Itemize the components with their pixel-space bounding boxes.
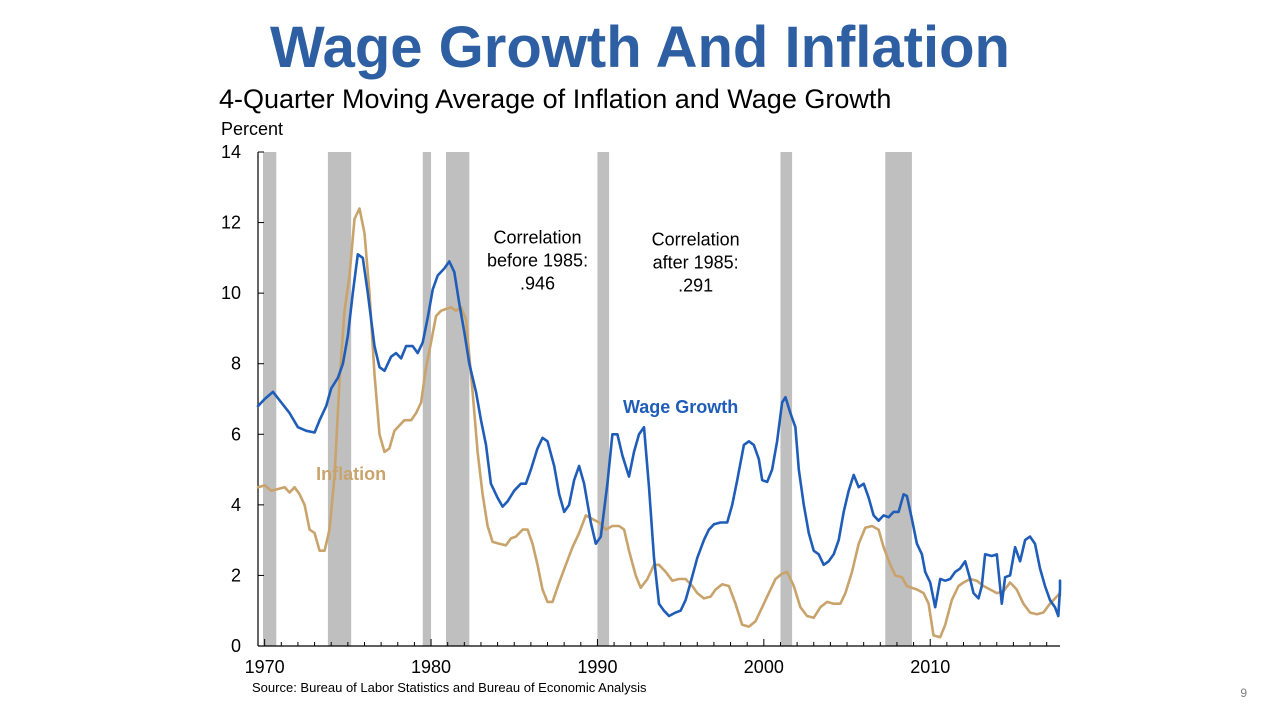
label-layer: Wage Growth Inflation Correlation before 19… [316, 228, 739, 484]
recession-band [885, 152, 912, 646]
x-tick-label: 2000 [744, 657, 784, 677]
correlation-annotation-line: after 1985: [653, 253, 739, 273]
recession-band [597, 152, 610, 646]
x-tick-label: 2010 [910, 657, 950, 677]
slide-title: Wage Growth And Inflation [270, 15, 1010, 80]
correlation-annotation-line: Correlation [652, 230, 740, 250]
wage-series-line [256, 253, 1062, 618]
correlation-annotation-line: before 1985: [487, 251, 588, 271]
recession-band [446, 152, 470, 646]
correlation-annotation-line: .291 [678, 276, 713, 296]
inflation-series-label: Inflation [316, 464, 386, 484]
y-tick-label: 4 [231, 495, 241, 515]
y-tick-label: 2 [231, 565, 241, 585]
y-axis-unit-label: Percent [221, 119, 284, 139]
y-tick-label: 8 [231, 354, 241, 374]
x-tick-label: 1980 [411, 657, 451, 677]
x-tick-label: 1970 [245, 657, 285, 677]
source-note: Source: Bureau of Labor Statistics and B… [252, 680, 647, 695]
y-tick-label: 14 [221, 142, 241, 162]
wage-series-label: Wage Growth [623, 397, 738, 417]
inflation-series-line [256, 207, 1062, 639]
x-tick-label: 1990 [577, 657, 617, 677]
recession-band [422, 152, 432, 646]
axes: 0 2 4 6 8 10 12 14 1970 1980 1990 2000 2010 [221, 142, 1060, 677]
correlation-annotation-line: .946 [520, 274, 555, 294]
y-tick-label: 0 [231, 636, 241, 656]
y-tick-label: 12 [221, 213, 241, 233]
recession-shading-layer [262, 152, 912, 646]
recession-band [262, 152, 277, 646]
y-tick-label: 6 [231, 424, 241, 444]
correlation-annotation-line: Correlation [494, 228, 582, 248]
page-number: 9 [1240, 686, 1247, 700]
y-tick-label: 10 [221, 283, 241, 303]
series-layer [256, 207, 1062, 639]
chart-subtitle: 4-Quarter Moving Average of Inflation an… [219, 84, 892, 114]
